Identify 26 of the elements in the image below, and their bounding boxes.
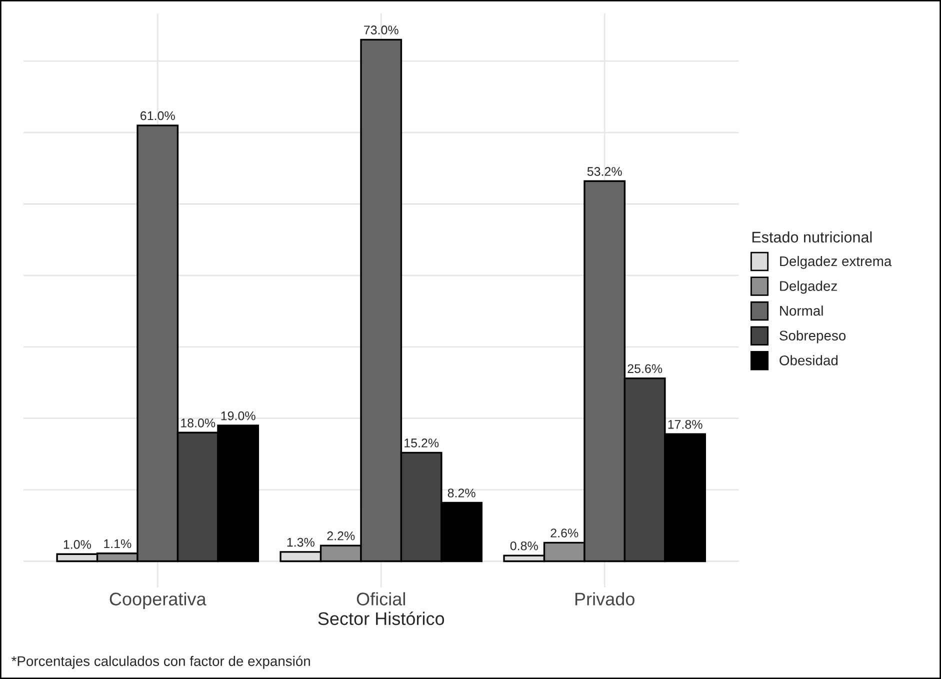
data-label: 15.2% [404,438,439,448]
data-label: 1.0% [64,540,91,549]
data-label: 8.2% [448,488,476,498]
legend-label: Delgadez [780,280,837,294]
data-label: 2.6% [550,528,578,538]
x-tick-label: Cooperativa [110,592,206,610]
x-tick-label: Oficial [356,592,405,606]
data-label: 0.8% [510,541,538,550]
data-label: 61.0% [140,111,175,120]
legend-label: Sobrepeso [780,330,846,344]
x-tick-label: Privado [575,592,634,606]
data-label: 73.0% [364,26,398,34]
data-label: 1.1% [104,539,132,548]
legend-label: Normal [780,306,823,316]
data-label: 18.0% [181,418,216,428]
data-label: 2.2% [327,531,355,540]
data-label: 17.8% [668,420,702,429]
data-label: 25.6% [628,364,662,374]
data-label: 1.3% [287,538,314,547]
data-label: 53.2% [587,167,622,176]
data-label: 19.0% [221,411,256,420]
text: *Porcentajes calculados con factor de expansión [12,656,310,669]
legend-label: Obesidad [780,355,838,366]
legend-title: Estado nutricional [752,231,872,243]
x-axis-title: Sector Histórico [318,612,444,626]
legend-label: Delgadez extrema [780,256,892,269]
